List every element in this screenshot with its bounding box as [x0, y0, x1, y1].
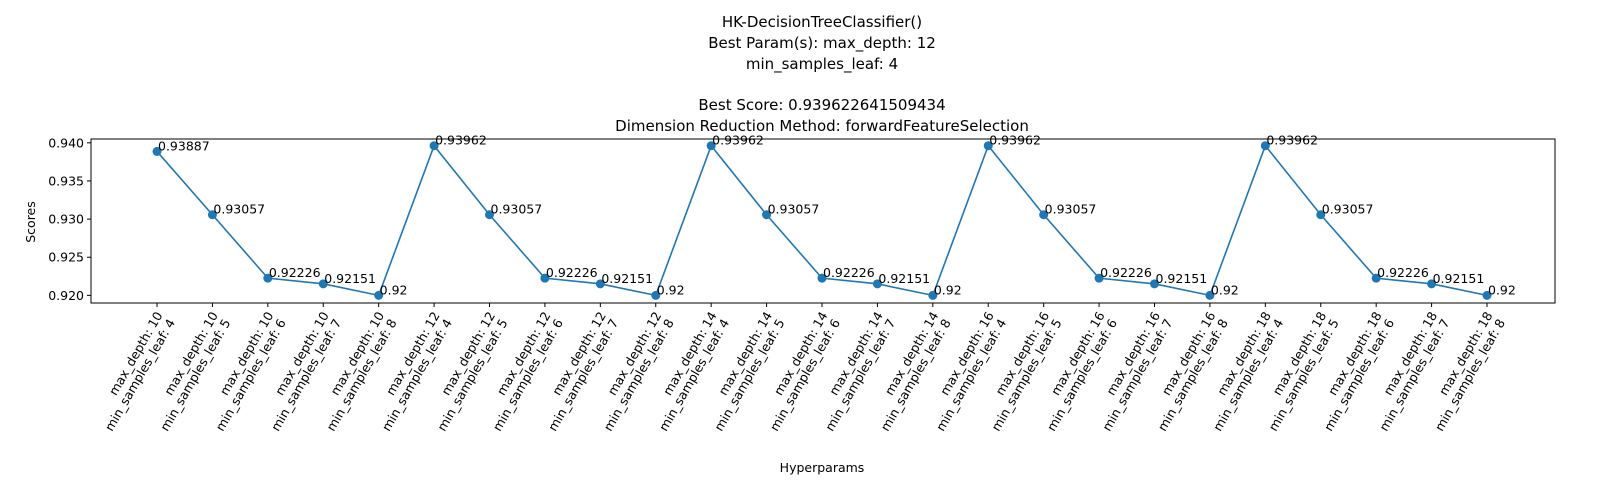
- data-label-9: 0.92: [657, 282, 685, 297]
- title-line-6: Dimension Reduction Method: forwardFeatu…: [615, 117, 1029, 135]
- title-line-2: Best Param(s): max_depth: 12: [708, 34, 936, 53]
- y-tick-label-1: 0.925: [48, 250, 84, 265]
- data-label-15: 0.93962: [989, 133, 1041, 148]
- data-label-17: 0.92226: [1100, 265, 1152, 280]
- data-label-11: 0.93057: [768, 202, 820, 217]
- data-point-5: [429, 141, 439, 151]
- y-axis-label: Scores: [23, 201, 38, 243]
- data-label-2: 0.92226: [269, 265, 321, 280]
- data-label-1: 0.93057: [213, 202, 265, 217]
- chart-title: HK-DecisionTreeClassifier() Best Param(s…: [615, 13, 1029, 135]
- data-label-24: 0.92: [1488, 282, 1516, 297]
- title-line-1: HK-DecisionTreeClassifier(): [722, 13, 922, 31]
- data-point-8: [595, 279, 605, 289]
- data-label-16: 0.93057: [1045, 202, 1097, 217]
- data-label-8: 0.92151: [601, 271, 653, 286]
- data-point-9: [651, 290, 661, 300]
- data-point-17: [1094, 273, 1104, 283]
- data-point-2: [263, 273, 273, 283]
- data-label-20: 0.93962: [1266, 133, 1318, 148]
- title-line-5: Best Score: 0.939622641509434: [698, 96, 945, 114]
- data-point-14: [928, 290, 938, 300]
- data-label-18: 0.92151: [1156, 271, 1208, 286]
- data-point-7: [540, 273, 550, 283]
- data-point-4: [374, 290, 384, 300]
- y-tick-label-3: 0.935: [48, 173, 84, 188]
- data-label-14: 0.92: [934, 282, 962, 297]
- data-point-20: [1260, 141, 1270, 151]
- data-point-1: [207, 210, 217, 220]
- data-label-22: 0.92226: [1377, 265, 1429, 280]
- data-label-23: 0.92151: [1433, 271, 1485, 286]
- data-label-0: 0.93887: [158, 138, 210, 153]
- data-point-18: [1150, 279, 1159, 289]
- data-label-19: 0.92: [1211, 282, 1239, 297]
- data-point-3: [318, 279, 328, 289]
- data-point-24: [1482, 290, 1492, 300]
- data-point-22: [1371, 273, 1381, 283]
- data-label-6: 0.93057: [491, 202, 543, 217]
- x-axis-label: Hyperparams: [780, 460, 865, 475]
- data-point-21: [1316, 210, 1326, 220]
- data-label-7: 0.92226: [546, 265, 598, 280]
- data-label-4: 0.92: [380, 282, 408, 297]
- data-point-11: [762, 210, 772, 220]
- y-tick-label-4: 0.940: [48, 135, 84, 150]
- data-point-12: [817, 273, 827, 283]
- data-point-19: [1205, 290, 1215, 300]
- data-point-6: [485, 210, 494, 220]
- data-label-21: 0.93057: [1322, 202, 1374, 217]
- data-point-23: [1427, 279, 1437, 289]
- data-label-10: 0.93962: [712, 133, 764, 148]
- y-tick-label-0: 0.920: [48, 288, 84, 303]
- data-point-10: [706, 141, 716, 151]
- data-label-12: 0.92226: [823, 265, 875, 280]
- data-point-15: [983, 141, 993, 151]
- title-line-3: min_samples_leaf: 4: [746, 55, 898, 74]
- data-label-13: 0.92151: [878, 271, 930, 286]
- data-label-3: 0.92151: [324, 271, 376, 286]
- plot-frame: [90, 138, 1556, 304]
- y-tick-label-2: 0.930: [48, 212, 84, 227]
- data-label-5: 0.93962: [435, 133, 487, 148]
- data-point-16: [1039, 210, 1049, 220]
- data-point-0: [152, 146, 162, 156]
- data-point-13: [872, 279, 882, 289]
